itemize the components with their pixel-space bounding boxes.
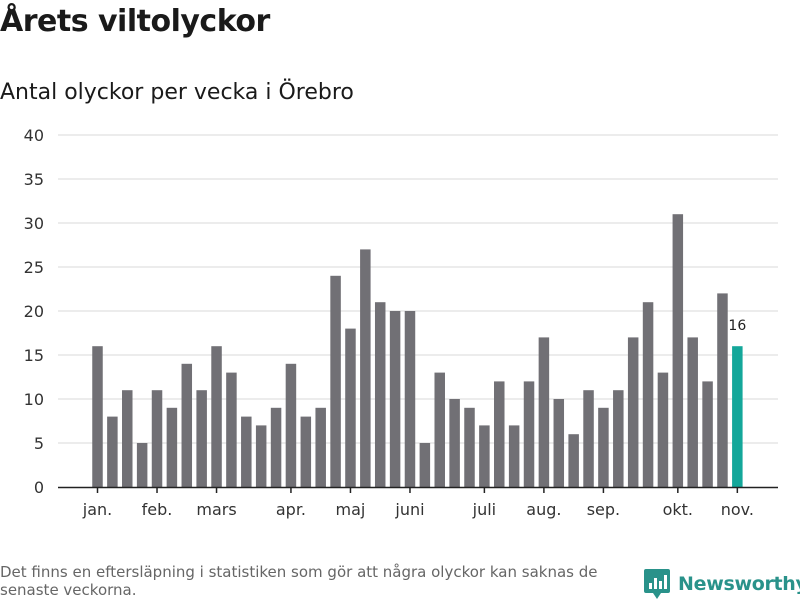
bar xyxy=(598,407,609,487)
bar xyxy=(419,443,431,487)
bar xyxy=(687,337,698,487)
y-tick-label: 10 xyxy=(24,390,44,409)
bar-highlight xyxy=(732,346,743,487)
brand-name: Newsworthy xyxy=(678,573,800,595)
bar xyxy=(196,390,207,487)
newsworthy-logo-icon xyxy=(644,569,670,599)
bar xyxy=(345,328,356,487)
bar xyxy=(508,425,520,487)
bar xyxy=(300,416,312,487)
y-tick-label: 0 xyxy=(34,478,44,497)
bar xyxy=(181,363,193,487)
bar xyxy=(315,407,326,487)
bar xyxy=(151,390,163,487)
bar xyxy=(360,249,371,487)
bar xyxy=(389,311,401,487)
x-tick-label: feb. xyxy=(142,500,173,519)
y-tick-label: 20 xyxy=(24,302,44,321)
bar xyxy=(241,416,252,487)
footnote: Det finns en eftersläpning i statistiken… xyxy=(0,563,598,599)
bar xyxy=(211,346,222,487)
y-tick-label: 35 xyxy=(24,170,44,189)
x-tick-label: sep. xyxy=(587,500,620,519)
y-tick-label: 15 xyxy=(24,346,44,365)
bar xyxy=(672,214,684,487)
bar xyxy=(494,381,505,487)
bar xyxy=(613,390,624,487)
bar xyxy=(568,434,579,487)
bar xyxy=(122,390,133,487)
bar xyxy=(226,372,237,487)
weekly-accidents-bar-chart: 0 5 10 15 20 25 30 35 40 16 jan. feb. mars apr. maj jun… xyxy=(24,126,778,519)
x-tick-label: maj xyxy=(336,500,366,519)
bar xyxy=(642,302,654,487)
bar xyxy=(583,390,594,487)
bar xyxy=(717,293,728,487)
x-tick-label: apr. xyxy=(276,500,306,519)
x-tick-label: jan. xyxy=(82,500,112,519)
x-tick-label: nov. xyxy=(721,500,754,519)
bar xyxy=(255,425,267,487)
newsworthy-brand: Newsworthy xyxy=(644,568,800,600)
bar xyxy=(479,425,490,487)
bar xyxy=(523,381,535,487)
bar xyxy=(404,311,416,487)
bar xyxy=(449,399,460,487)
bar xyxy=(702,381,713,487)
x-tick-label: okt. xyxy=(663,500,693,519)
highlight-value-label: 16 xyxy=(728,318,746,334)
y-tick-label: 25 xyxy=(24,258,44,277)
bar xyxy=(330,275,341,487)
bar xyxy=(92,346,103,487)
bar xyxy=(627,337,639,487)
bar xyxy=(136,443,148,487)
bar xyxy=(434,372,445,487)
bar xyxy=(553,399,565,487)
x-tick-label: mars xyxy=(196,500,236,519)
bar xyxy=(374,302,386,487)
x-tick-label: aug. xyxy=(526,500,561,519)
y-tick-label: 5 xyxy=(34,434,44,453)
bar xyxy=(285,363,297,487)
bar xyxy=(538,337,550,487)
x-tick-label: juli xyxy=(472,500,496,519)
bar xyxy=(166,407,178,487)
bar xyxy=(464,407,475,487)
y-tick-label: 40 xyxy=(24,126,44,145)
x-tick-label: juni xyxy=(394,500,424,519)
y-tick-label: 30 xyxy=(24,214,44,233)
chart-title: Årets viltolyckor xyxy=(0,4,270,39)
bar xyxy=(107,416,118,487)
bar xyxy=(270,407,282,487)
chart-subtitle: Antal olyckor per vecka i Örebro xyxy=(0,80,354,105)
bar xyxy=(657,372,669,487)
